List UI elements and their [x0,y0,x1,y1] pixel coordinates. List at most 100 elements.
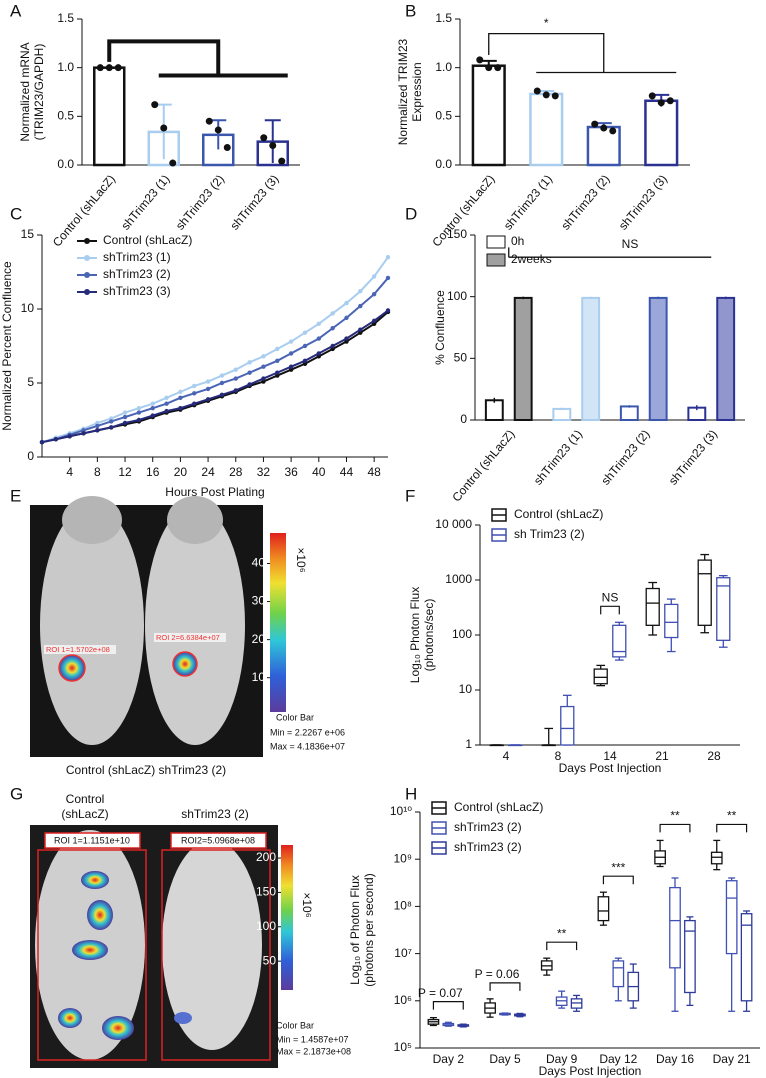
x-tick-label: 48 [367,465,381,479]
panel-letter: C [10,204,22,223]
annotation: NS [602,590,619,604]
y-tick-label: 10⁷ [394,946,412,960]
bar [581,296,601,421]
marker [385,308,391,313]
data-point [169,159,177,167]
marker [219,392,225,398]
y-tick-label: 0 [27,449,34,463]
legend-label: Control (shLacZ) [514,507,603,521]
y-tick-label: 10⁶ [394,993,412,1007]
y-tick-label: 0 [460,412,467,426]
marker [247,382,252,387]
bracket [107,39,288,78]
colorbar-min: Min = 1.4587e+07 [276,1034,349,1044]
y-tick-label: 10⁸ [394,899,412,913]
y-axis-title: (photons per second) [362,873,376,986]
y-tick-label: 10 [21,301,35,315]
x-tick-label: shTrim23 (3) [666,427,720,488]
marker [67,434,72,439]
photo-title: (shLacZ) [61,807,108,821]
annotation: ** [557,926,567,940]
marker [344,315,349,321]
data-point [214,126,222,134]
x-tick-label: Control (shLacZ) [449,427,517,504]
marker [261,354,266,359]
data-point [278,157,286,165]
box [664,603,679,639]
y-tick-label: 10⁹ [394,851,413,865]
colorbar-max: Max = 2.1873e+08 [276,1046,351,1056]
marker [122,420,128,426]
marker [385,255,391,260]
marker [178,395,183,400]
y-axis-title: Normalized Percent Confluence [0,261,14,431]
legend-label: Control (shLacZ) [103,233,192,247]
roi-label: ROI2=5.0968e+08 [181,835,255,845]
bracket [602,875,634,885]
x-tick-label: shTrim23 (3) [227,172,281,233]
x-tick-label: shTrim23 (1) [118,172,172,233]
x-tick-label: shTrim23 (2) [558,172,612,233]
marker [247,360,252,365]
annotation: ** [727,809,737,823]
colorbar-tick-label: 10 [252,670,266,684]
marker [205,386,211,392]
box [612,624,627,658]
marker [192,401,197,406]
marker [358,289,363,294]
photo-title: Control [66,792,105,806]
marker [233,388,238,393]
marker [109,425,114,430]
box [560,705,575,746]
panel-letter: A [10,1,22,20]
colorbar-unit: ×10⁶ [294,547,308,572]
data-point [476,56,484,64]
x-tick-label: Day 2 [433,1052,465,1066]
legend-label: shTrim23 (2) [103,267,171,281]
box [740,913,753,1002]
bracket [546,941,578,951]
marker [330,343,335,349]
bar [552,407,572,421]
bar [619,405,639,421]
legend-label: 0h [511,234,524,248]
colorbar-tick-label: 150 [256,885,276,899]
y-tick-label: 100 [447,289,467,303]
marker [330,311,335,316]
photo-g [30,825,293,1068]
y-axis-title: % Confluence [433,290,447,365]
marker [302,343,308,349]
panel-letter: G [10,784,23,803]
bar [513,296,533,421]
y-tick-label: 1.5 [435,11,452,25]
y-tick-label: 1000 [445,572,472,586]
x-tick-label: 4 [503,749,510,763]
marker [150,405,155,411]
roi-label: ROI 2=6.6384e+07 [156,633,220,642]
legend-swatch [486,235,506,249]
colorbar-tick-label: 100 [256,919,276,933]
marker [164,408,169,414]
y-tick-label: 1.0 [57,60,74,74]
y-axis-title: Expression [410,62,424,121]
colorbar-tick-label: 20 [252,632,266,646]
x-axis-title: Hours Post Plating [165,485,264,499]
colorbar-tick-label: 50 [263,953,277,967]
y-tick-label: 5 [27,375,34,389]
annotation: NS [622,237,639,251]
box [612,960,625,988]
marker [95,423,100,429]
bar [648,296,668,421]
annotation: P = 0.07 [418,986,463,1000]
bar [644,99,679,167]
marker [136,417,142,423]
marker [219,380,225,386]
legend-label: shTrim23 (2) [454,840,522,854]
marker [192,391,197,396]
y-tick-label: 50 [454,351,468,365]
data-point [666,97,674,105]
x-tick-label: 14 [603,749,617,763]
box [710,851,723,865]
